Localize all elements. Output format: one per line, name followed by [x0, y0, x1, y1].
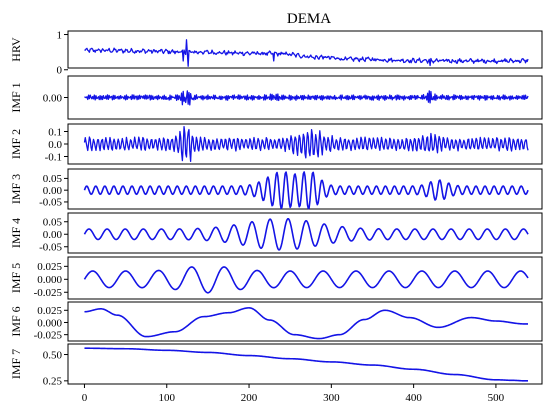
panel-frame — [67, 301, 543, 342]
y-tick-label: 0.1 — [48, 126, 62, 138]
chart-title: DEMA — [287, 11, 331, 27]
panel-frame — [67, 256, 543, 300]
x-tick-label: 0 — [82, 392, 88, 404]
series-line-imf-7 — [84, 347, 529, 382]
x-tick-label: 100 — [159, 392, 176, 404]
panel-imf-3: 0.050.00-0.05 IMF 3 — [9, 168, 543, 210]
series-line-imf-6 — [84, 307, 529, 340]
y-tick-label: 0.50 — [43, 349, 63, 361]
y-tick-label: -0.025 — [34, 287, 63, 299]
y-tick-label: -0.05 — [39, 197, 62, 209]
panel-frame — [67, 30, 543, 69]
panel-imf-2: 0.10.0-0.1 IMF 2 — [9, 123, 543, 165]
x-tick-label: 500 — [488, 392, 505, 404]
y-tick-label: 0.000 — [37, 274, 62, 286]
panel-imf-7: 0.50 0.25 IMF 7 — [9, 343, 543, 388]
series-line-imf-5 — [83, 266, 529, 294]
y-tick-label: 1 — [57, 29, 63, 41]
y-tick-label: 0.025 — [37, 305, 62, 317]
y-tick-label: 0.05 — [43, 217, 63, 229]
y-tick-label: 0.25 — [43, 376, 63, 388]
y-tick-label: -0.05 — [39, 242, 62, 254]
panel-hrv: 0 1 HRV — [9, 29, 543, 77]
y-axis-label: IMF 3 — [9, 174, 23, 204]
series-line-imf-1 — [84, 90, 529, 106]
y-axis-label: IMF 2 — [9, 129, 23, 159]
y-axis-label: IMF 6 — [9, 306, 23, 336]
y-axis-label: IMF 5 — [9, 263, 23, 293]
x-tick-label: 300 — [323, 392, 340, 404]
y-tick-label: 0.00 — [43, 229, 63, 241]
panel-frame — [67, 343, 543, 385]
series-line-imf-3 — [83, 171, 529, 210]
panel-imf-1: 0.00 IMF 1 — [9, 75, 543, 120]
series-line-imf-4 — [83, 218, 529, 251]
series-line-hrv — [84, 39, 529, 67]
x-tick-label: 400 — [405, 392, 422, 404]
y-tick-label: 0.00 — [43, 92, 63, 104]
y-tick-label: 0.05 — [43, 173, 63, 185]
y-tick-label: 0.0 — [48, 139, 62, 151]
y-axis-label: HRV — [9, 37, 23, 62]
y-tick-label: 0.000 — [37, 317, 62, 329]
panel-frame — [67, 168, 543, 210]
series-line-imf-2 — [83, 126, 529, 162]
x-tick-label: 200 — [241, 392, 258, 404]
y-tick-label: 0.025 — [37, 261, 62, 273]
panel-imf-4: 0.050.00-0.05 IMF 4 — [9, 212, 543, 254]
y-tick-label: 0.00 — [43, 185, 63, 197]
y-tick-label: -0.1 — [45, 151, 62, 163]
x-axis: 0 100 200 300 400 500 — [82, 384, 505, 404]
y-tick-label: 0 — [57, 65, 63, 77]
y-axis-label: IMF 1 — [9, 82, 23, 112]
y-axis-label: IMF 4 — [9, 218, 23, 248]
panel-frame — [67, 212, 543, 254]
y-axis-label: IMF 7 — [9, 349, 23, 379]
y-tick-label: -0.025 — [34, 329, 63, 341]
